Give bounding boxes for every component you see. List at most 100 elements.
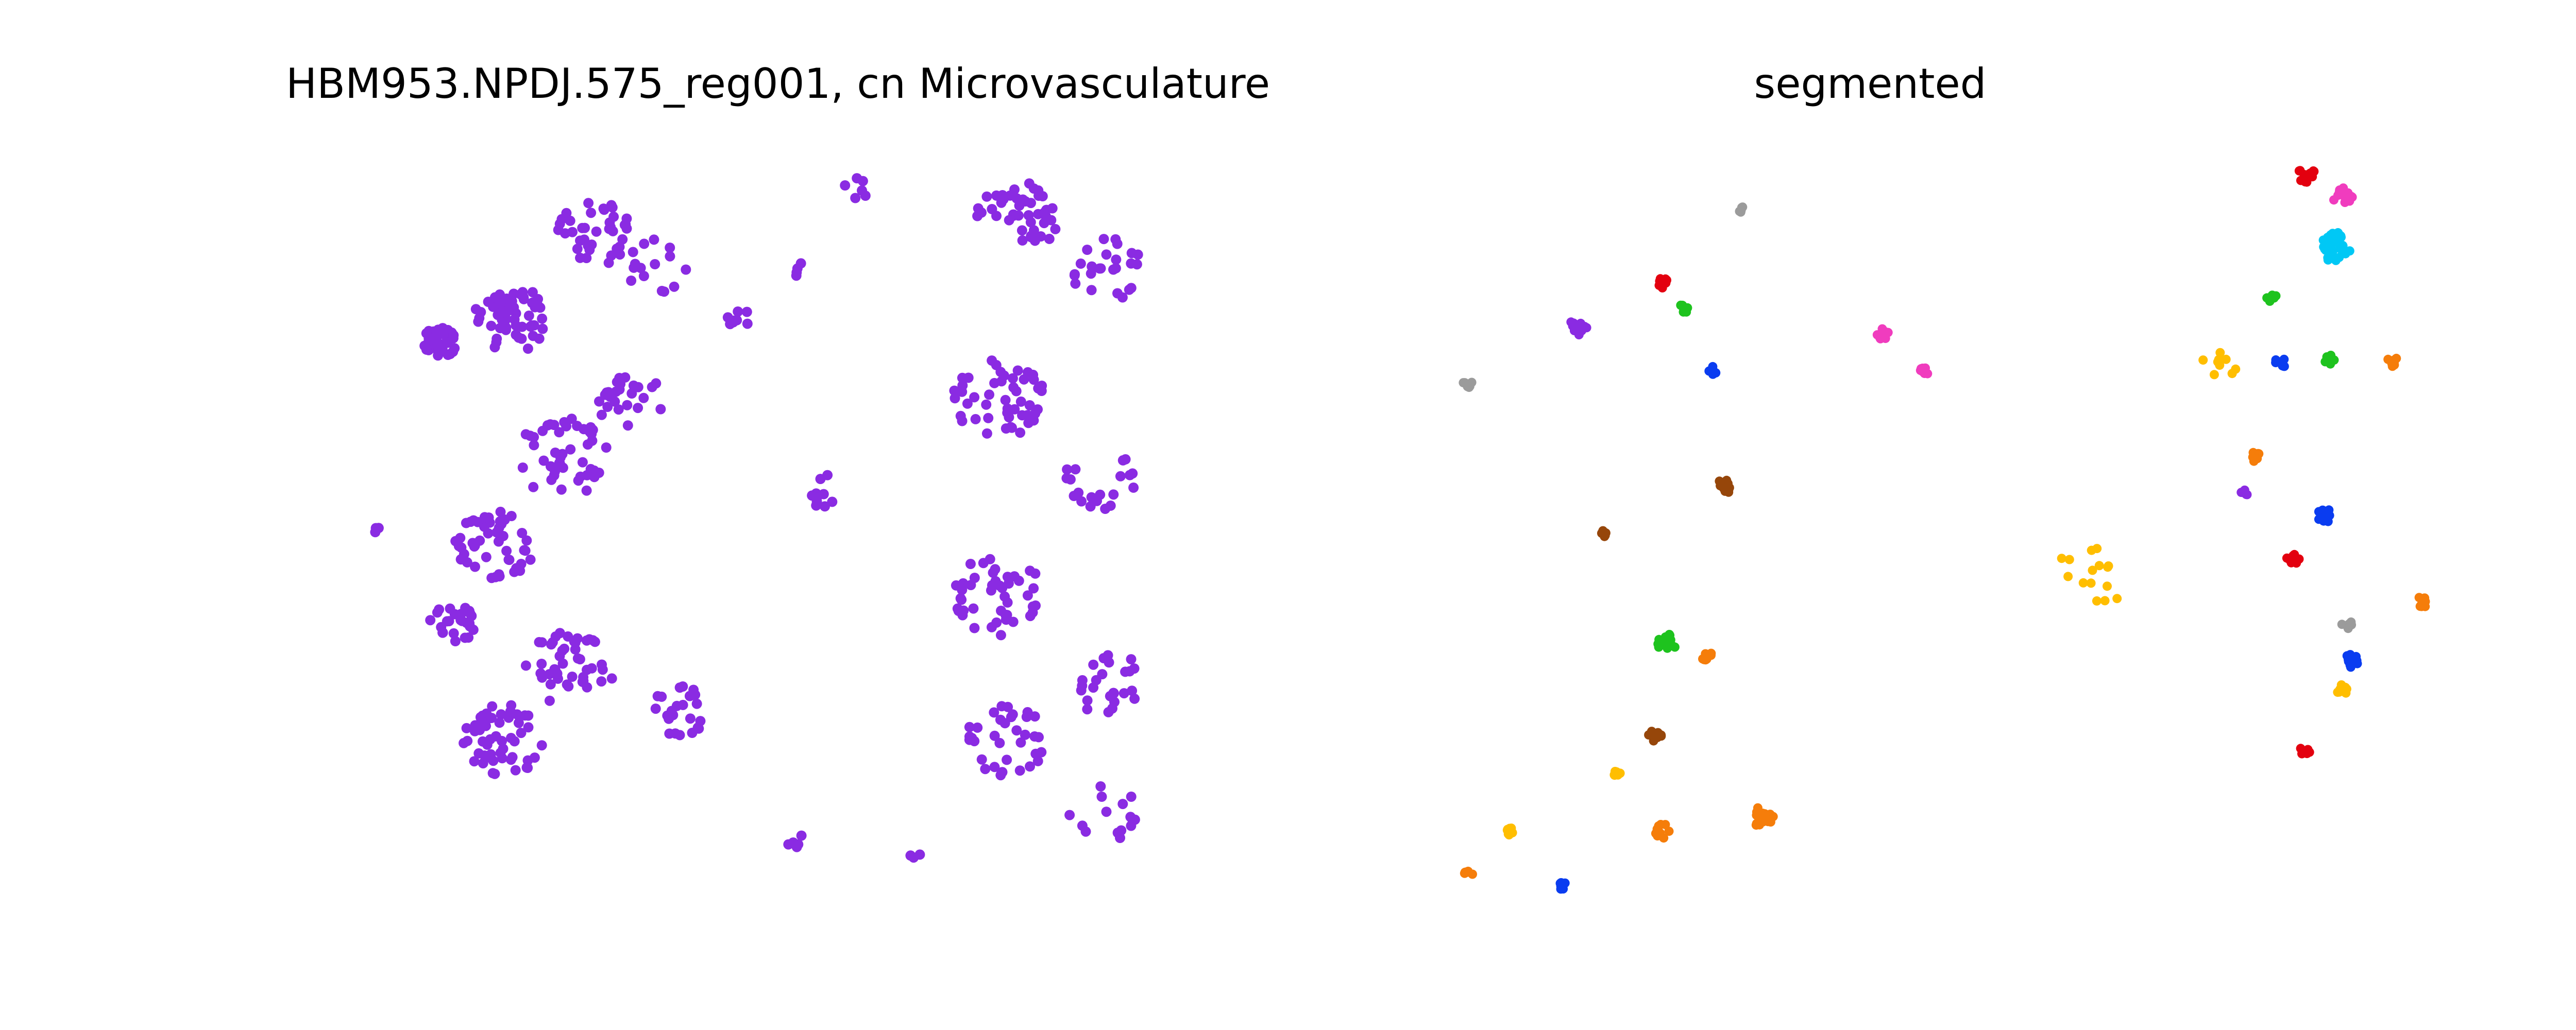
scatter-point <box>651 378 662 389</box>
scatter-point <box>2249 456 2259 466</box>
scatter-point <box>514 564 524 575</box>
scatter-point <box>2064 555 2074 564</box>
scatter-point <box>687 689 698 699</box>
scatter-point <box>525 554 536 565</box>
scatter-point <box>681 264 691 275</box>
scatter-point <box>860 191 871 201</box>
scatter-point <box>608 211 619 222</box>
scatter-point <box>495 506 506 517</box>
scatter-point <box>1654 281 1664 290</box>
scatter-point <box>1875 334 1885 344</box>
scatter-point <box>725 319 736 330</box>
scatter-point <box>497 735 507 746</box>
scatter-point <box>559 417 570 427</box>
scatter-point <box>474 725 485 735</box>
scatter-point <box>1040 211 1051 221</box>
scatter-point <box>1461 868 1470 878</box>
scatter-point <box>615 379 626 389</box>
scatter-point <box>1015 396 1026 407</box>
scatter-point <box>517 321 528 332</box>
scatter-point <box>545 679 556 690</box>
scatter-point <box>741 306 752 317</box>
scatter-point <box>501 322 512 333</box>
scatter-point <box>2094 561 2104 571</box>
scatter-point <box>479 750 490 761</box>
scatter-point <box>581 635 592 646</box>
scatter-point <box>455 533 466 543</box>
scatter-point <box>586 208 597 218</box>
scatter-point <box>554 427 565 438</box>
scatter-point <box>980 764 991 775</box>
scatter-point <box>517 462 528 473</box>
scatter-point <box>495 289 505 300</box>
scatter-point <box>988 568 998 578</box>
scatter-point <box>561 208 572 218</box>
scatter-point <box>1005 422 1016 433</box>
scatter-point <box>972 722 983 733</box>
scatter-point <box>501 545 512 556</box>
scatter-point <box>1002 572 1013 582</box>
scatter-point <box>2078 578 2088 588</box>
scatter-point <box>633 403 643 414</box>
scatter-point <box>811 500 822 511</box>
scatter-point <box>611 386 621 397</box>
scatter-point <box>1465 382 1475 391</box>
scatter-point <box>448 330 459 340</box>
scatter-point <box>1104 657 1114 668</box>
scatter-point <box>443 337 453 348</box>
scatter-point <box>472 517 483 527</box>
scatter-point <box>510 765 521 776</box>
scatter-point <box>1086 285 1097 296</box>
scatter-point <box>528 297 538 308</box>
scatter-point <box>1126 283 1137 294</box>
scatter-point <box>965 559 976 569</box>
scatter-point <box>1107 703 1117 714</box>
scatter-point <box>1653 728 1663 737</box>
scatter-point <box>2231 364 2241 374</box>
scatter-point <box>1653 831 1663 840</box>
scatter-point <box>674 682 685 693</box>
scatter-point <box>483 297 494 307</box>
scatter-point <box>581 485 592 496</box>
scatter-point <box>857 176 868 186</box>
scatter-point <box>840 180 851 191</box>
scatter-point <box>520 545 531 556</box>
scatter-point <box>2419 593 2429 603</box>
scatter-point <box>2248 448 2258 457</box>
scatter-point <box>957 386 968 397</box>
scatter-point <box>478 758 488 769</box>
scatter-point <box>516 728 527 739</box>
scatter-point <box>987 355 997 366</box>
scatter-point <box>522 344 533 354</box>
scatter-point <box>1597 528 1606 538</box>
scatter-point <box>515 289 526 300</box>
scatter-point <box>1020 729 1030 740</box>
scatter-point <box>609 396 620 407</box>
scatter-point <box>527 320 537 331</box>
scatter-point <box>1125 812 1136 822</box>
scatter-point <box>582 470 592 480</box>
scatter-point <box>995 630 1006 641</box>
scatter-point <box>495 298 505 308</box>
scatter-point <box>1096 792 1107 802</box>
scatter-point <box>421 344 432 355</box>
scatter-point <box>2063 572 2073 581</box>
scatter-point <box>1024 400 1035 410</box>
scatter-point <box>2271 355 2281 365</box>
scatter-point <box>537 313 548 324</box>
scatter-point <box>1082 695 1093 706</box>
scatter-point <box>957 372 968 383</box>
scatter-point <box>2092 596 2102 606</box>
scatter-point <box>492 527 502 538</box>
scatter-point <box>1011 386 1022 397</box>
scatter-point <box>575 235 585 246</box>
scatter-point <box>2279 362 2289 371</box>
scatter-point <box>468 624 479 635</box>
scatter-point <box>665 251 675 262</box>
scatter-point <box>554 628 565 639</box>
scatter-point <box>494 717 505 728</box>
scatter-point <box>596 409 607 420</box>
scatter-point <box>522 763 533 773</box>
scatter-point <box>613 404 624 415</box>
